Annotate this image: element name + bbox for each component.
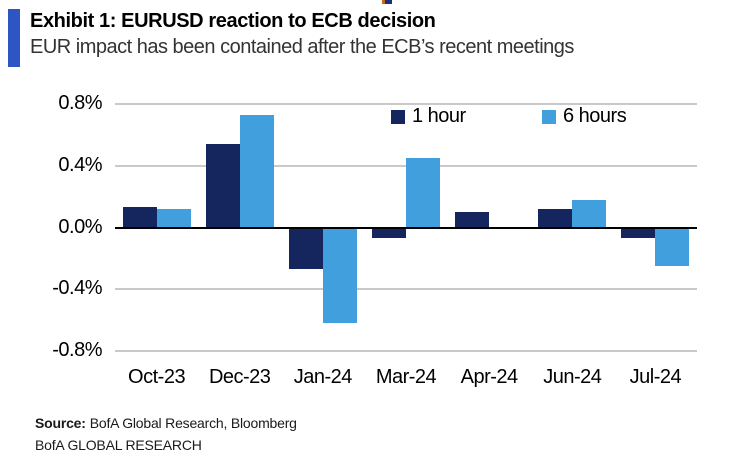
x-tick-label-Oct-23: Oct-23 <box>128 366 186 388</box>
bar-Dec-23-6-hours <box>239 114 274 228</box>
x-tick-label-Mar-24: Mar-24 <box>375 366 437 388</box>
legend-swatch-6-hours <box>542 109 556 124</box>
y-tick-label-0.8%: 0.8% <box>58 92 102 114</box>
y-tick-label-0.4%: 0.4% <box>58 153 102 176</box>
legend-label-6-hours: 6 hours <box>563 105 627 127</box>
legend-item-6-hours: 6 hours <box>542 105 627 128</box>
exhibit-subtitle: EUR impact has been contained after the … <box>30 36 574 58</box>
x-tick-label-Dec-23: Dec-23 <box>208 366 271 388</box>
bar-Apr-24-1-hour <box>455 212 490 228</box>
brand-line: BofA GLOBAL RESEARCH <box>35 437 202 453</box>
accent-bar <box>8 9 20 67</box>
gridline--0.4% <box>115 288 697 291</box>
gridline-0.8% <box>115 103 697 105</box>
bar-Mar-24-1-hour <box>372 227 406 239</box>
bar-Jul-24-6-hours <box>655 227 690 267</box>
x-tick-label-Jun-24: Jun-24 <box>543 366 602 388</box>
bar-Jun-24-1-hour <box>538 208 573 228</box>
bar-Mar-24-6-hours <box>406 158 440 228</box>
gridline--0.8% <box>115 350 697 352</box>
source-text: BofA Global Research, Bloomberg <box>89 415 297 431</box>
bar-Oct-23-1-hour <box>122 207 157 228</box>
bar-Oct-23-6-hours <box>156 208 191 228</box>
bar-Jan-24-6-hours <box>322 227 357 324</box>
zero-axis-line <box>115 226 697 229</box>
legend-swatch-1-hour <box>391 109 405 124</box>
source-label: Source: <box>35 415 86 431</box>
top-edge-crop-artifact <box>382 0 392 4</box>
exhibit-header: Exhibit 1: EURUSD reaction to ECB decisi… <box>8 8 708 67</box>
bar-Jan-24-1-hour <box>288 227 323 270</box>
exhibit-title: Exhibit 1: EURUSD reaction to ECB decisi… <box>30 10 436 32</box>
y-tick-label-0.0%: 0.0% <box>58 215 102 238</box>
x-tick-label-Jul-24: Jul-24 <box>629 366 682 388</box>
bar-Jul-24-1-hour <box>621 227 656 239</box>
x-tick-label-Jan-24: Jan-24 <box>293 366 353 388</box>
legend-label-1-hour: 1 hour <box>412 105 466 127</box>
source-line: Source: BofA Global Research, Bloomberg <box>35 412 297 434</box>
x-tick-label-Apr-24: Apr-24 <box>460 366 519 388</box>
y-tick-label--0.4%: -0.4% <box>52 277 102 300</box>
title-block: Exhibit 1: EURUSD reaction to ECB decisi… <box>30 8 708 60</box>
y-tick-label--0.8%: -0.8% <box>52 339 102 361</box>
bar-Dec-23-1-hour <box>205 144 240 228</box>
legend-item-1-hour: 1 hour <box>391 105 466 128</box>
source-block: Source: BofA Global Research, Bloomberg B… <box>35 412 297 456</box>
bar-Jun-24-6-hours <box>572 199 607 228</box>
